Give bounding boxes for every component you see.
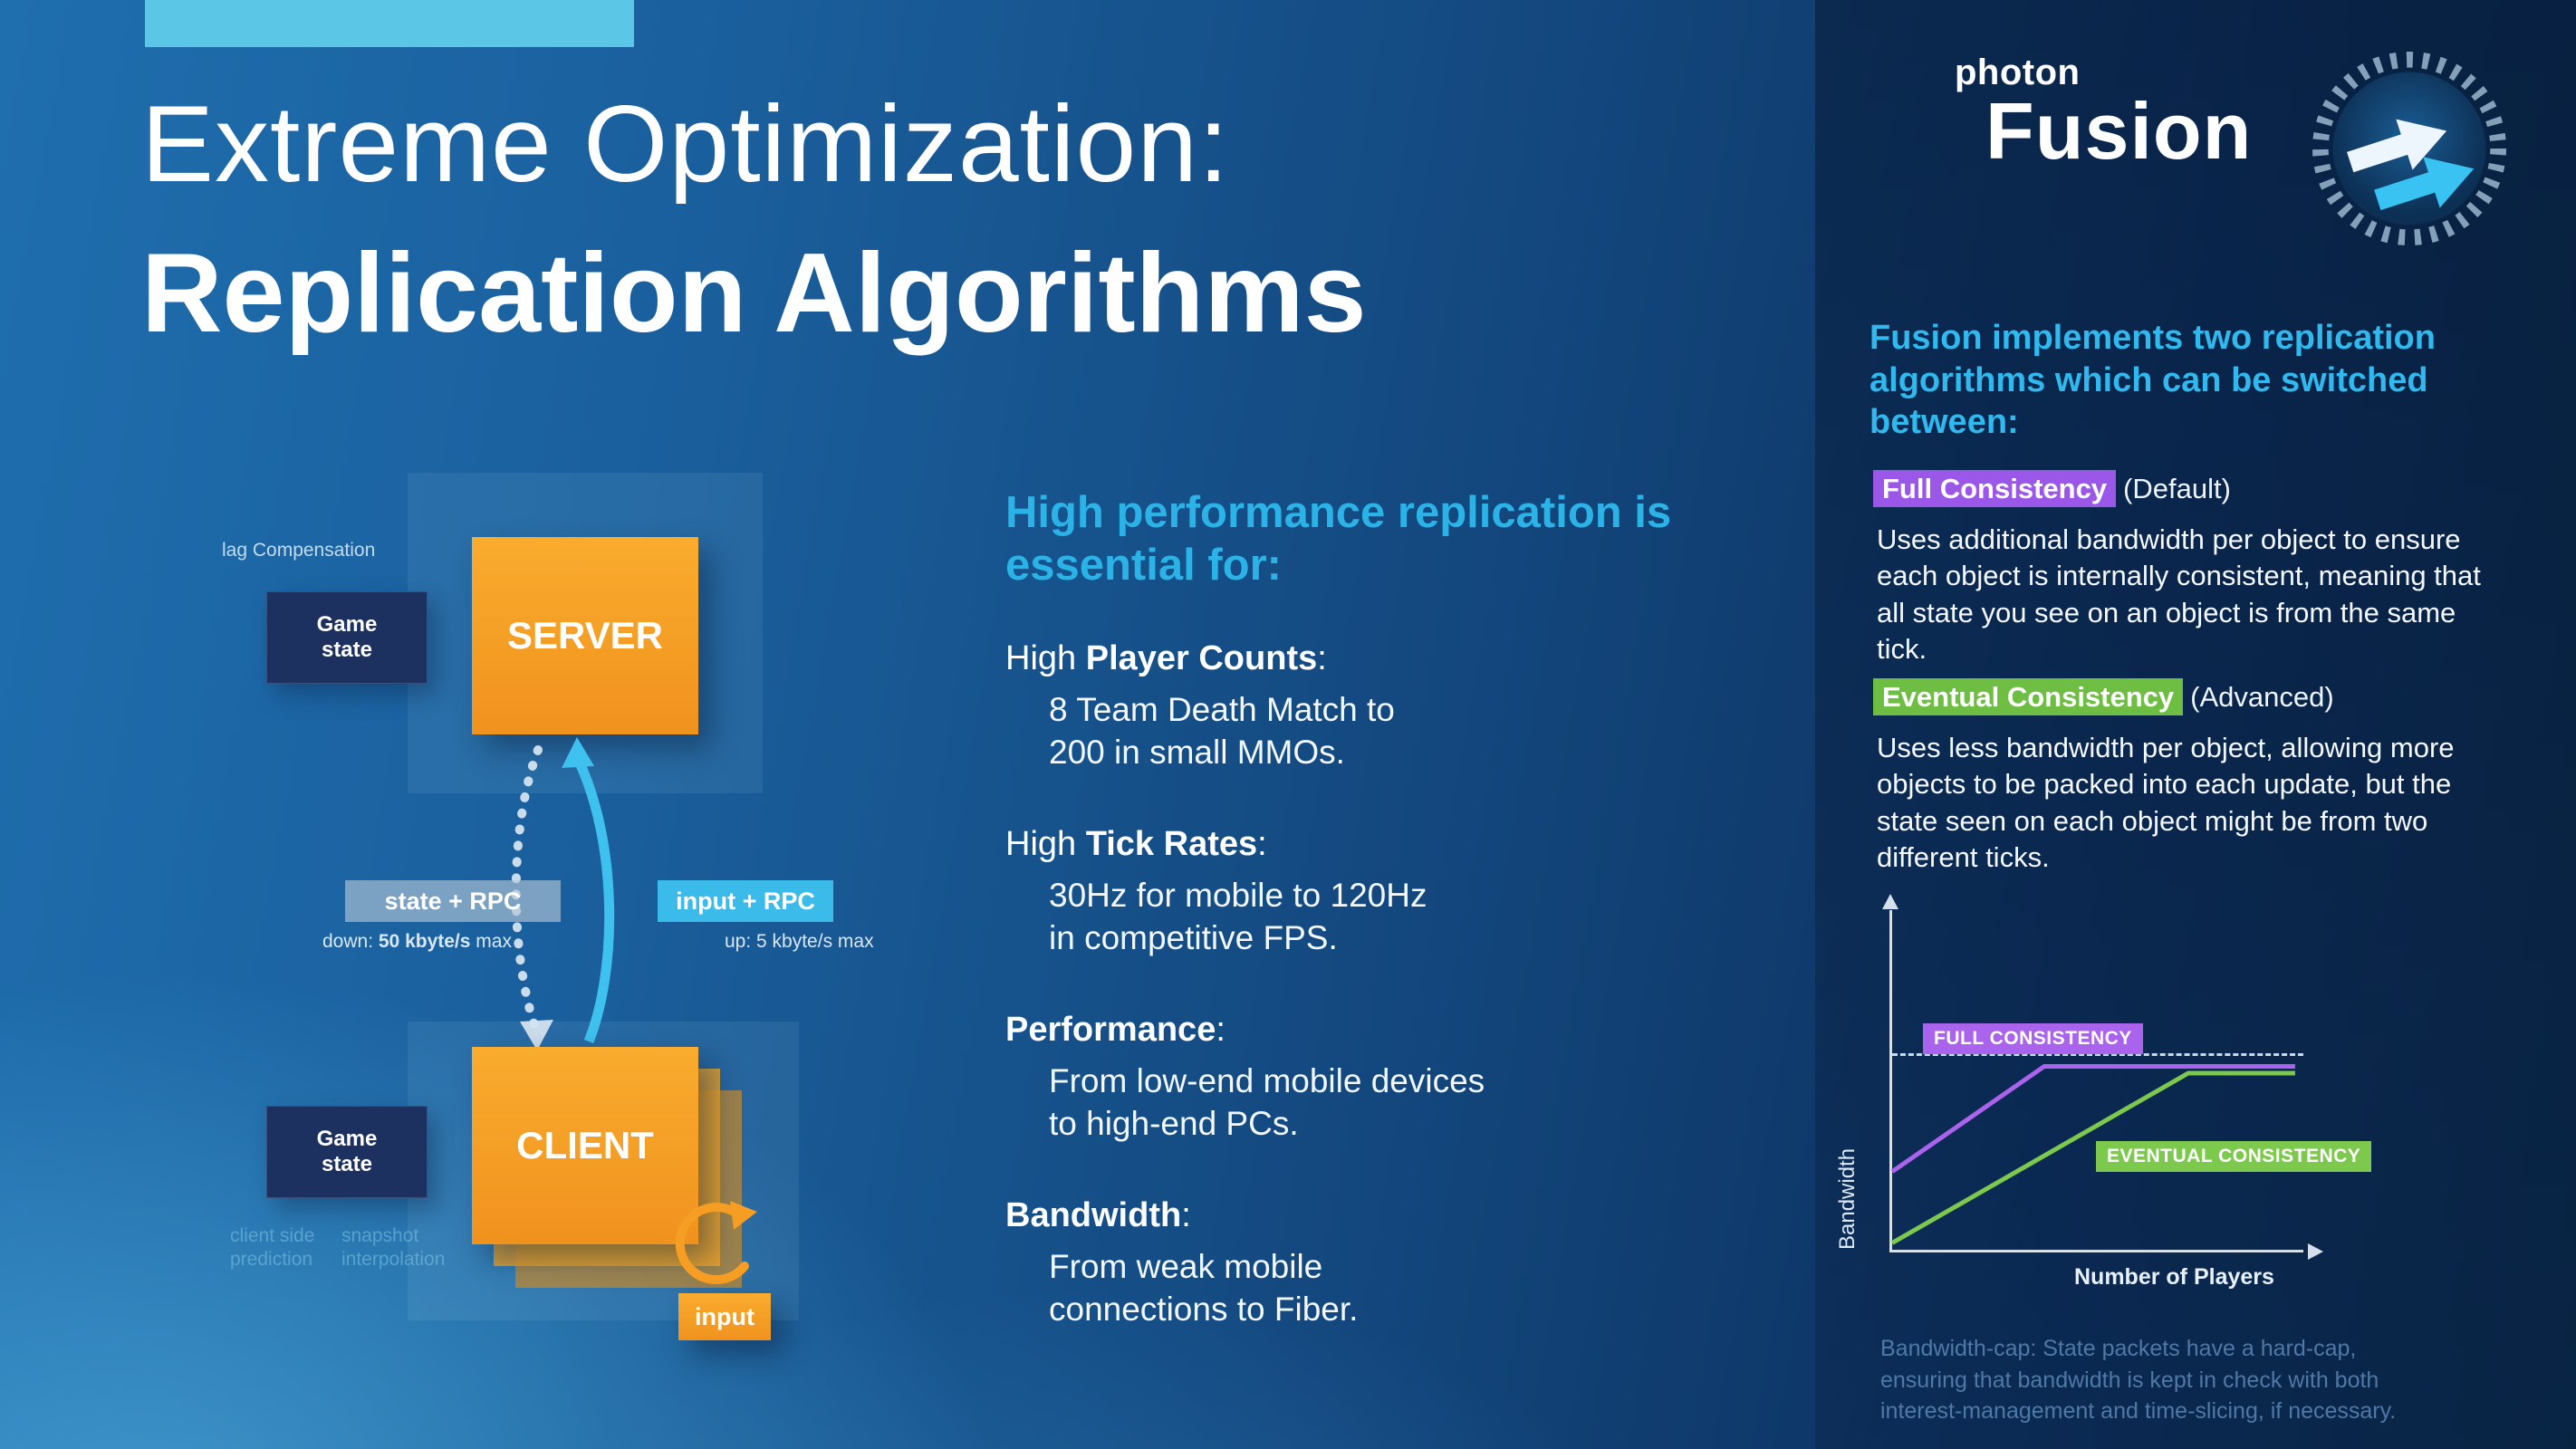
top-accent-bar bbox=[145, 0, 634, 47]
photon-wordmark: photon bbox=[1955, 53, 2081, 92]
upstream-arrowhead-icon bbox=[562, 737, 594, 768]
heading-suffix: : bbox=[1216, 1010, 1226, 1049]
down-suffix: max bbox=[470, 931, 512, 952]
input-loop-arrow-icon bbox=[675, 1201, 757, 1285]
loop-arrowhead-icon bbox=[730, 1201, 757, 1230]
essential-list: High Player Counts: 8 Team Death Match t… bbox=[1005, 639, 1766, 1382]
state-rpc-label: state + RPC bbox=[345, 880, 561, 922]
loop-arc bbox=[675, 1203, 749, 1285]
upstream-arrow-line bbox=[573, 756, 615, 1044]
list-item-heading: Bandwidth: bbox=[1005, 1196, 1766, 1235]
logo-arrow-white-icon bbox=[2347, 119, 2447, 173]
eventual-consistency-chart-badge: EVENTUAL CONSISTENCY bbox=[2096, 1141, 2372, 1172]
bandwidth-cap-line bbox=[1892, 1053, 2303, 1057]
heading-suffix: : bbox=[1257, 824, 1267, 863]
downstream-rate-label: down: 50 kbyte/s max bbox=[322, 931, 512, 953]
right-intro-text: Fusion implements two replication algori… bbox=[1870, 319, 2436, 442]
chart-lines bbox=[1890, 1064, 2295, 1245]
title-line2: Replication Algorithms bbox=[141, 231, 1367, 357]
lag-compensation-label: lag Compensation bbox=[222, 540, 376, 561]
chart-y-axis-label: Bandwidth bbox=[1835, 1147, 1860, 1250]
upstream-rate-label: up: 5 kbyte/s max bbox=[725, 931, 874, 952]
heading-suffix: : bbox=[1317, 639, 1327, 677]
heading-bold: Bandwidth bbox=[1005, 1195, 1182, 1234]
bandwidth-chart-plot: FULL CONSISTENCY EVENTUAL CONSISTENCY bbox=[1882, 894, 2372, 1260]
list-item-performance: Performance: From low-end mobile devices… bbox=[1005, 1011, 1766, 1146]
list-item-heading: High Player Counts: bbox=[1005, 639, 1766, 678]
full-consistency-body: Uses additional bandwidth per object to … bbox=[1877, 523, 2481, 665]
downstream-arrow-line bbox=[511, 745, 543, 1035]
full-consistency-line bbox=[1890, 1064, 2295, 1174]
eventual-consistency-body: Uses less bandwidth per object, allowing… bbox=[1877, 732, 2455, 873]
down-prefix: down: bbox=[322, 931, 379, 952]
server-client-arrows bbox=[511, 737, 615, 1051]
list-item-body: 30Hz for mobile to 120Hz in competitive … bbox=[1049, 876, 1427, 956]
list-item-body: From low-end mobile devices to high-end … bbox=[1049, 1061, 1485, 1142]
heading-suffix: : bbox=[1181, 1195, 1191, 1234]
right-panel-backdrop bbox=[1815, 0, 2576, 1449]
game-state-box-server: Game state bbox=[266, 591, 428, 684]
list-item-player-counts: High Player Counts: 8 Team Death Match t… bbox=[1005, 639, 1766, 774]
input-rpc-label: input + RPC bbox=[658, 880, 833, 922]
page-title: Extreme Optimization: Replication Algori… bbox=[141, 83, 1367, 356]
list-item-heading: Performance: bbox=[1005, 1011, 1766, 1050]
x-axis-arrowhead-icon bbox=[2308, 1243, 2323, 1260]
list-item-bandwidth: Bandwidth: From weak mobile connections … bbox=[1005, 1196, 1766, 1331]
list-item-body: From weak mobile connections to Fiber. bbox=[1049, 1247, 1359, 1328]
input-box: input bbox=[678, 1293, 771, 1340]
chart-x-axis-label: Number of Players bbox=[2074, 1264, 2274, 1290]
bandwidth-cap-footnote: Bandwidth-cap: State packets have a hard… bbox=[1880, 1336, 2397, 1424]
full-consistency-qualifier: (Default) bbox=[2123, 473, 2231, 504]
heading-bold: Tick Rates bbox=[1085, 824, 1258, 863]
logo-arrow-cyan-icon bbox=[2374, 157, 2475, 211]
full-consistency-badge: Full Consistency bbox=[1873, 470, 2117, 507]
down-rate-value: 50 kbyte/s bbox=[378, 931, 471, 952]
eventual-consistency-line bbox=[1890, 1070, 2295, 1245]
fusion-wordmark: Fusion bbox=[1985, 86, 2253, 176]
full-consistency-heading: Full Consistency (Default) bbox=[1873, 470, 2231, 507]
game-state-box-client: Game state bbox=[266, 1106, 428, 1198]
client-box: CLIENT bbox=[472, 1047, 698, 1244]
middle-heading: High performance replication is essentia… bbox=[1005, 488, 1672, 590]
y-axis-arrowhead-icon bbox=[1882, 894, 1898, 909]
snapshot-interpolation-label: snapshot interpolation bbox=[341, 1225, 446, 1271]
eventual-consistency-qualifier: (Advanced) bbox=[2190, 681, 2334, 713]
title-line1: Extreme Optimization: bbox=[141, 83, 1230, 205]
heading-prefix: High bbox=[1005, 824, 1086, 863]
server-box: SERVER bbox=[472, 537, 698, 734]
full-consistency-chart-badge: FULL CONSISTENCY bbox=[1923, 1023, 2143, 1054]
list-item-heading: High Tick Rates: bbox=[1005, 825, 1766, 864]
list-item-body: 8 Team Death Match to 200 in small MMOs. bbox=[1049, 691, 1395, 771]
fusion-logo-icon bbox=[2312, 51, 2507, 246]
eventual-consistency-heading: Eventual Consistency (Advanced) bbox=[1873, 678, 2334, 715]
heading-prefix: High bbox=[1005, 639, 1086, 677]
downstream-arrowhead-icon bbox=[520, 1020, 553, 1051]
heading-bold: Performance bbox=[1005, 1010, 1216, 1049]
heading-bold: Player Counts bbox=[1085, 639, 1318, 677]
client-side-prediction-label: client side prediction bbox=[230, 1225, 315, 1271]
list-item-tick-rates: High Tick Rates: 30Hz for mobile to 120H… bbox=[1005, 825, 1766, 960]
eventual-consistency-badge: Eventual Consistency bbox=[1873, 678, 2184, 715]
